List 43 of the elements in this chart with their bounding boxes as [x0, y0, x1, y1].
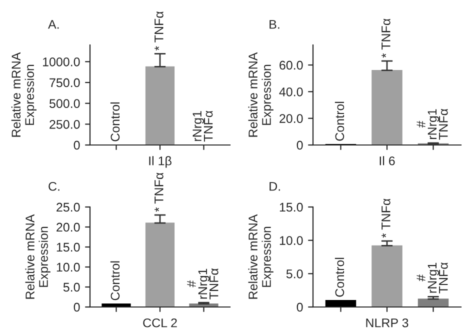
x-tick-label: Control [334, 258, 344, 297]
x-tick-label: * TNFα [382, 18, 390, 58]
y-tick-label: 0 [74, 302, 80, 312]
y-tick-label: 10.0 [280, 236, 303, 245]
y-tick-label: 250.0 [50, 120, 80, 129]
x-tick-label: # rNrg1 TNFα [416, 262, 448, 294]
y-tick-label: 0 [296, 302, 303, 312]
chart-title: A. [48, 20, 59, 29]
y-axis-title: Relative mRNA Expression [11, 52, 36, 137]
chart-title: D. [270, 182, 280, 191]
y-tick-label: 5.0 [286, 269, 303, 278]
y-tick-label: 20.0 [280, 114, 303, 123]
y-tick-label: 25.0 [56, 202, 80, 212]
x-tick-label: Control [110, 261, 120, 300]
y-tick-label: 0 [296, 140, 303, 150]
x-tick-label: * TNFα [382, 198, 390, 238]
y-axis-title: Relative mRNA Expression [25, 214, 50, 299]
y-tick-label: 10.0 [56, 262, 80, 272]
y-tick-label: 15.0 [56, 242, 80, 252]
y-tick-label: 1000.0 [43, 57, 80, 66]
y-axis-title: Relative mRNA Expression [248, 214, 274, 299]
x-tick-label: * TNFα [154, 11, 164, 51]
y-tick-label: 750.0 [50, 78, 80, 88]
y-tick-label: 40.0 [279, 87, 303, 96]
y-tick-label: 15.0 [280, 202, 303, 212]
x-tick-label: rNrg1 TNFα [192, 110, 213, 142]
x-axis-title: Il 1β [149, 156, 172, 168]
x-tick-label: * TNFα [154, 172, 164, 212]
x-axis-title: CCL 2 [143, 318, 177, 328]
x-tick-label: # rNrg1 TNFα [416, 108, 448, 140]
y-tick-label: 500.0 [50, 99, 80, 108]
x-tick-label: # rNrg1 TNFα [187, 268, 218, 300]
y-axis-title: Relative mRNA Expression [248, 52, 274, 137]
chart-title: B. [270, 20, 280, 29]
chart-title: C. [48, 182, 60, 191]
y-tick-label: 20.0 [56, 222, 80, 232]
y-tick-label: 60.0 [280, 60, 303, 70]
y-tick-label: 5.0 [63, 282, 80, 292]
y-tick-label: 0 [74, 140, 80, 150]
x-tick-label: Control [110, 102, 120, 142]
x-axis-title: Il 6 [380, 156, 395, 166]
x-axis-title: NLRP 3 [366, 318, 408, 328]
x-tick-label: Control [334, 102, 344, 141]
